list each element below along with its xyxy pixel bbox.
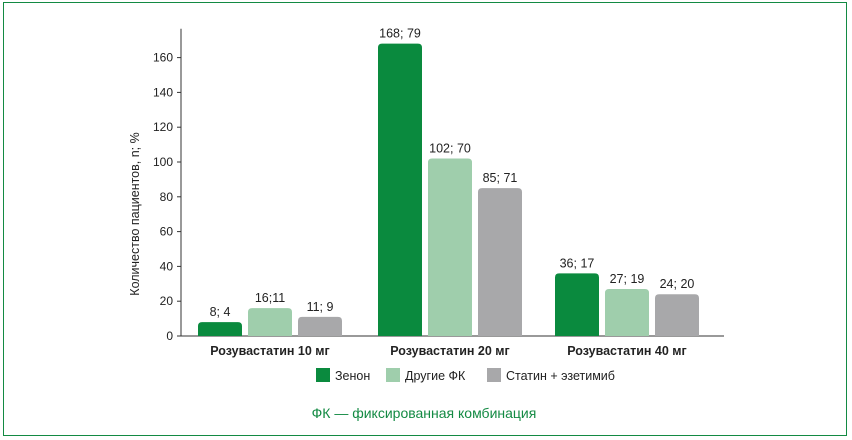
legend-item: Статин + эзетимиб bbox=[487, 368, 615, 383]
legend-label: Зенон bbox=[335, 369, 370, 383]
bar bbox=[655, 294, 699, 336]
legend-swatch bbox=[487, 368, 501, 382]
legend-item: Зенон bbox=[316, 368, 370, 383]
data-label: 8; 4 bbox=[210, 305, 231, 319]
bar bbox=[428, 158, 472, 336]
legend-label: Статин + эзетимиб bbox=[506, 369, 615, 383]
x-tick-label: Розувастатин 40 мг bbox=[567, 344, 687, 358]
data-label: 102; 70 bbox=[429, 142, 471, 156]
y-tick-label: 20 bbox=[160, 294, 174, 308]
chart-labels: 8; 4 16;11 11; 9 Розувастатин 10 мг 168; 79 1… bbox=[210, 27, 695, 358]
x-tick-label: Розувастатин 10 мг bbox=[210, 344, 330, 358]
legend-swatch bbox=[386, 368, 400, 382]
data-label: 36; 17 bbox=[560, 256, 595, 270]
y-axis-label: Количество пациентов, n; % bbox=[128, 132, 142, 295]
x-tick-label: Розувастатин 20 мг bbox=[390, 344, 510, 358]
bar bbox=[248, 308, 292, 336]
y-tick-label: 100 bbox=[153, 155, 173, 169]
data-label: 168; 79 bbox=[379, 27, 421, 41]
data-label: 27; 19 bbox=[610, 272, 645, 286]
legend-item: Другие ФК bbox=[386, 368, 466, 383]
y-tick-label: 160 bbox=[153, 51, 173, 65]
figure-frame bbox=[3, 2, 847, 436]
data-label: 85; 71 bbox=[483, 171, 518, 185]
bar bbox=[555, 273, 599, 336]
bar bbox=[298, 316, 342, 336]
bar bbox=[378, 43, 422, 337]
y-tick-label: 60 bbox=[160, 225, 174, 239]
legend-label: Другие ФК bbox=[405, 369, 466, 383]
bar bbox=[605, 289, 649, 336]
chart-legend: Зенон Другие ФК Статин + эзетимиб bbox=[316, 368, 615, 383]
bar bbox=[478, 188, 522, 336]
y-tick-label: 80 bbox=[160, 190, 174, 204]
data-label: 11; 9 bbox=[307, 300, 334, 314]
y-tick-label: 40 bbox=[160, 259, 174, 273]
data-label: 24; 20 bbox=[660, 277, 695, 291]
bar bbox=[198, 322, 242, 336]
chart-bars bbox=[198, 43, 699, 337]
y-tick-label: 120 bbox=[153, 120, 173, 134]
y-tick-label: 140 bbox=[153, 85, 173, 99]
y-tick-label: 0 bbox=[166, 329, 173, 343]
legend-swatch bbox=[316, 368, 330, 382]
data-label: 16;11 bbox=[255, 291, 285, 305]
footnote: ФК — фиксированная комбинация bbox=[312, 405, 537, 421]
